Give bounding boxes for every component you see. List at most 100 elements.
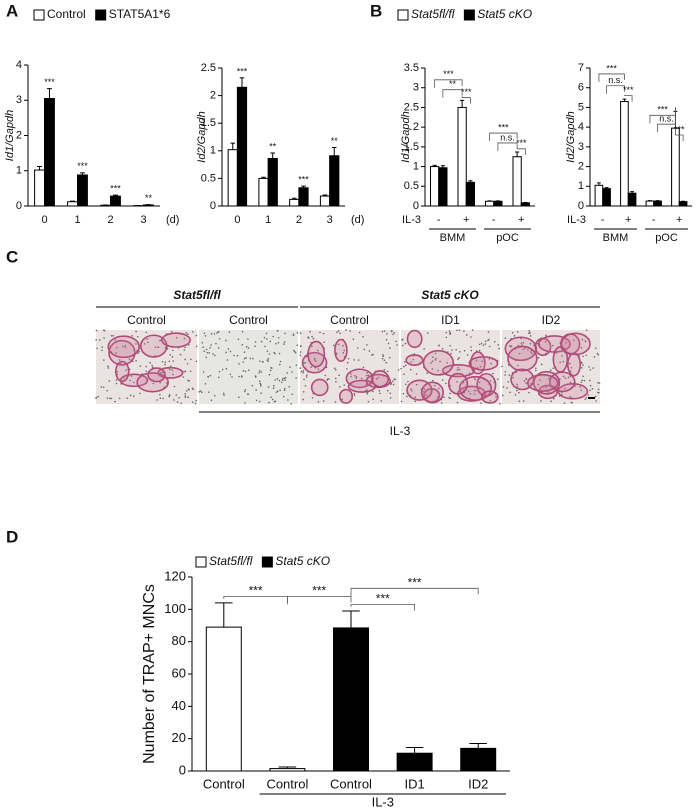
significance: *** <box>298 175 309 185</box>
cell-dot <box>258 380 261 383</box>
cell-dot <box>588 379 591 382</box>
cell-dot <box>304 385 307 387</box>
cell-dot <box>357 359 360 361</box>
cell-dot <box>583 379 586 382</box>
cell-dot <box>322 332 325 335</box>
x-row-label: IL-3 <box>567 214 586 226</box>
cell-dot <box>201 341 204 344</box>
cell-dot <box>390 381 393 384</box>
bar <box>671 127 680 207</box>
cell-dot <box>243 351 246 353</box>
cell-dot <box>580 389 583 392</box>
cell-dot <box>489 379 492 382</box>
cell-dot <box>129 394 132 397</box>
osteoclast <box>108 339 136 366</box>
cell-dot <box>226 359 229 361</box>
genotype-label: Stat5 cKO <box>421 288 479 302</box>
cell-dot <box>138 351 141 353</box>
cell-dot <box>382 355 385 357</box>
x-tick-label: 1 <box>265 214 271 226</box>
cell-dot <box>269 369 272 372</box>
cell-dot <box>303 378 305 381</box>
cell-dot <box>214 354 216 357</box>
cell-dot <box>463 349 466 352</box>
cell-dot <box>533 344 535 347</box>
cell-dot <box>274 379 277 381</box>
y-tick-label: 0 <box>179 762 186 777</box>
cell-dot <box>284 376 287 379</box>
cell-dot <box>260 392 262 394</box>
cell-dot <box>145 365 147 368</box>
cell-dot <box>446 362 448 364</box>
cell-dot <box>311 345 313 348</box>
y-tick-label: 80 <box>172 633 186 648</box>
cell-dot <box>279 389 281 391</box>
error-bar <box>112 194 118 197</box>
significance: n.s. <box>500 132 515 142</box>
cell-dot <box>242 361 245 363</box>
cell-dot <box>334 401 337 403</box>
cell-dot <box>404 342 407 345</box>
cell-dot <box>221 368 224 371</box>
cell-dot <box>343 349 345 352</box>
cell-dot <box>589 368 592 371</box>
cell-dot <box>545 334 547 337</box>
cell-dot <box>516 389 518 392</box>
cell-dot <box>222 392 225 395</box>
cell-dot <box>456 380 458 383</box>
cell-dot <box>277 341 280 344</box>
cell-dot <box>531 352 533 355</box>
x-tick-label: + <box>625 214 631 226</box>
cell-dot <box>352 338 355 341</box>
cell-dot <box>210 344 212 346</box>
cell-dot <box>478 343 481 346</box>
cell-dot <box>487 331 490 333</box>
significance: *** <box>498 122 509 132</box>
cell-dot <box>244 370 247 373</box>
cell-dot <box>233 354 235 357</box>
significance: *** <box>312 584 326 598</box>
cell-dot <box>130 375 133 377</box>
significance: *** <box>443 69 454 79</box>
cell-dot <box>426 372 429 374</box>
cell-dot <box>173 385 176 388</box>
x-tick-label: + <box>518 214 524 226</box>
cell-dot <box>438 387 440 390</box>
y-tick-label: 40 <box>172 698 186 713</box>
cell-dot <box>441 347 444 350</box>
micrograph-label: ID1 <box>441 313 460 327</box>
cell-dot <box>143 343 146 345</box>
cell-dot <box>270 367 273 369</box>
cell-dot <box>396 344 398 346</box>
y-axis-label: Id2/Gapdh <box>196 111 208 162</box>
cell-dot <box>251 384 254 387</box>
cell-dot <box>299 367 302 369</box>
cell-dot <box>225 351 227 354</box>
legend-swatch <box>33 9 45 21</box>
group-label: pOC <box>496 232 519 244</box>
cell-dot <box>103 337 105 339</box>
group-label: BMM <box>440 232 466 244</box>
cell-dot <box>394 378 396 381</box>
cell-dot <box>187 333 189 335</box>
osteoclast <box>552 346 569 373</box>
y-tick-label: 3 <box>16 94 22 106</box>
cell-dot <box>210 333 213 335</box>
cell-dot <box>372 390 374 393</box>
bar <box>678 201 688 207</box>
x-tick-label: Control <box>330 776 372 791</box>
x-row-label: IL-3 <box>402 214 421 226</box>
cell-dot <box>115 379 118 381</box>
significance-bracket <box>442 89 463 98</box>
cell-dot <box>514 394 517 396</box>
cell-dot <box>164 363 166 366</box>
cell-dot <box>109 397 111 400</box>
significance-bracket <box>516 147 526 155</box>
cell-dot <box>535 369 537 372</box>
cell-dot <box>437 369 439 372</box>
micrograph <box>401 330 500 404</box>
cell-dot <box>270 396 272 398</box>
cell-dot <box>292 349 295 352</box>
panel-label: D <box>6 527 18 546</box>
cell-dot <box>147 341 149 344</box>
